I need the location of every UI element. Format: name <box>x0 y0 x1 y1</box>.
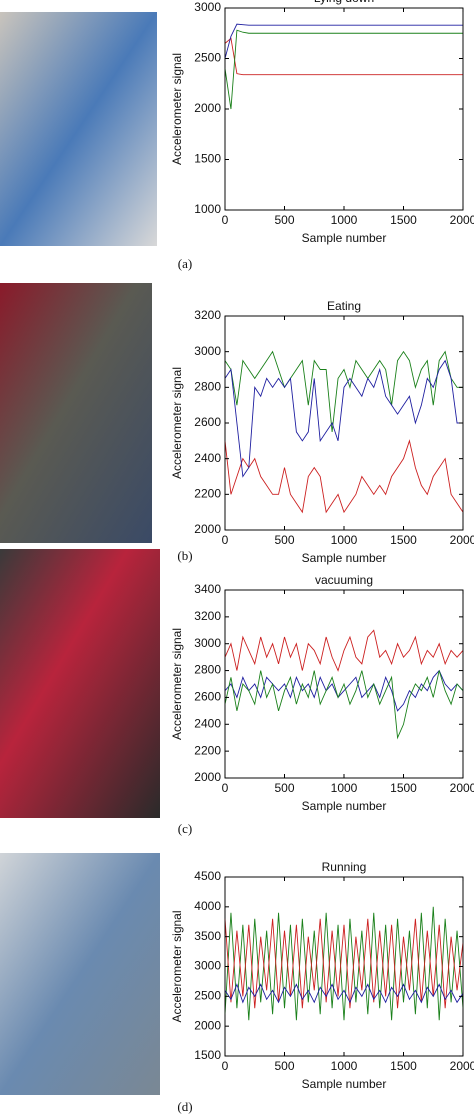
y-tick-label: 2400 <box>194 451 221 465</box>
series-line <box>224 350 463 432</box>
series-line <box>224 918 464 1009</box>
x-tick-label: 1000 <box>331 213 358 227</box>
y-tick-label: 2000 <box>194 522 221 536</box>
y-tick-label: 3500 <box>194 929 221 943</box>
photo-vacuuming <box>0 549 160 818</box>
series-line <box>224 37 463 76</box>
series-line <box>224 29 463 110</box>
x-axis-label: Sample number <box>302 799 387 813</box>
y-tick-label: 2400 <box>194 716 221 730</box>
y-tick-label: 3200 <box>194 609 221 623</box>
photo-running <box>0 853 160 1095</box>
x-tick-label: 2000 <box>450 781 474 795</box>
y-axis-label: Accelerometer signal <box>170 53 184 165</box>
series-line <box>224 439 464 514</box>
y-tick-label: 2500 <box>194 989 221 1003</box>
chart-title: Eating <box>327 299 361 313</box>
x-axis-label: Sample number <box>302 551 387 565</box>
x-axis-label: Sample number <box>302 231 387 245</box>
series-line <box>224 670 464 740</box>
y-axis-label: Accelerometer signal <box>170 910 184 1022</box>
y-tick-label: 3000 <box>194 636 221 650</box>
x-tick-label: 1500 <box>390 1059 417 1073</box>
x-tick-label: 500 <box>274 781 294 795</box>
x-tick-label: 2000 <box>450 1059 474 1073</box>
y-tick-label: 3000 <box>194 959 221 973</box>
series-line <box>224 629 464 672</box>
series-line <box>224 359 463 478</box>
y-tick-label: 2800 <box>194 663 221 677</box>
x-tick-label: 0 <box>222 1059 229 1073</box>
series-line <box>224 983 464 1004</box>
x-tick-label: 500 <box>274 213 294 227</box>
panel-label: (d) <box>177 1099 192 1114</box>
chart-title: Running <box>322 860 367 874</box>
x-tick-label: 0 <box>222 781 229 795</box>
series-line <box>224 23 463 59</box>
y-tick-label: 3000 <box>194 0 221 14</box>
y-tick-label: 2800 <box>194 380 221 394</box>
y-tick-label: 2000 <box>194 101 221 115</box>
y-tick-label: 2000 <box>194 770 221 784</box>
series-line <box>224 906 464 1021</box>
x-tick-label: 500 <box>274 533 294 547</box>
x-tick-label: 0 <box>222 213 229 227</box>
y-tick-label: 2200 <box>194 743 221 757</box>
panel-label: (a) <box>178 256 192 271</box>
x-tick-label: 1500 <box>390 781 417 795</box>
panel-label: (c) <box>178 821 192 836</box>
x-tick-label: 1000 <box>331 533 358 547</box>
y-tick-label: 3200 <box>194 308 221 322</box>
y-tick-label: 1500 <box>194 1048 221 1062</box>
chart-title: vacuuming <box>315 573 373 587</box>
x-tick-label: 2000 <box>450 533 474 547</box>
y-tick-label: 3000 <box>194 344 221 358</box>
y-tick-label: 2600 <box>194 415 221 429</box>
y-tick-label: 2500 <box>194 51 221 65</box>
photo-eating <box>0 283 152 543</box>
x-tick-label: 2000 <box>450 213 474 227</box>
y-tick-label: 3400 <box>194 582 221 596</box>
x-axis-label: Sample number <box>302 1077 387 1091</box>
x-tick-label: 500 <box>274 1059 294 1073</box>
panel-label: (b) <box>177 548 192 563</box>
plot-area <box>224 876 464 1057</box>
photo-lying <box>0 12 157 246</box>
x-tick-label: 1000 <box>331 781 358 795</box>
y-tick-label: 2600 <box>194 690 221 704</box>
x-tick-label: 1500 <box>390 533 417 547</box>
x-tick-label: 1500 <box>390 213 417 227</box>
x-tick-label: 1000 <box>331 1059 358 1073</box>
y-tick-label: 2000 <box>194 1018 221 1032</box>
x-tick-label: 0 <box>222 533 229 547</box>
plot-area <box>224 7 464 211</box>
chart-title: Lying down <box>314 0 374 5</box>
y-axis-label: Accelerometer signal <box>170 628 184 740</box>
y-tick-label: 1500 <box>194 152 221 166</box>
y-tick-label: 4500 <box>194 869 221 883</box>
y-tick-label: 2200 <box>194 487 221 501</box>
y-tick-label: 1000 <box>194 202 221 216</box>
y-tick-label: 4000 <box>194 899 221 913</box>
plot-area <box>224 315 464 531</box>
y-axis-label: Accelerometer signal <box>170 367 184 479</box>
